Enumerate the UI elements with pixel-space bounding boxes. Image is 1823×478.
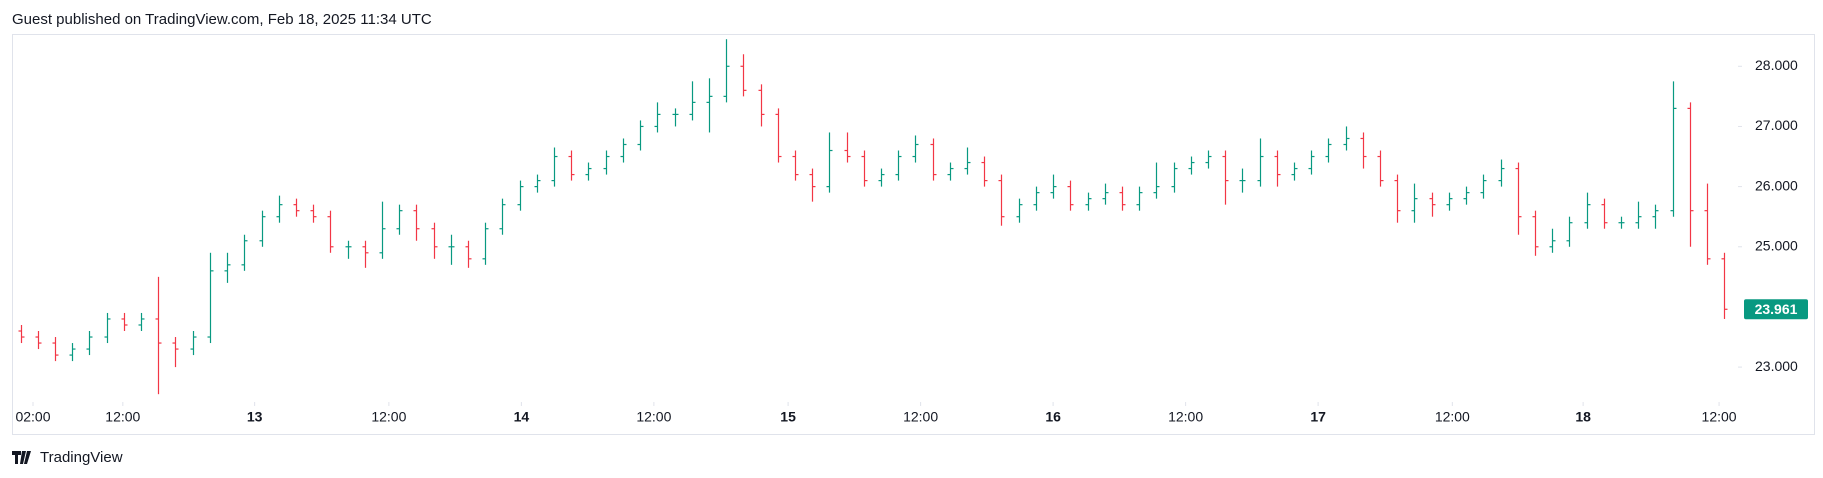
x-tick-label: 12:00 (1168, 409, 1203, 425)
y-tick-label: 26.000 (1755, 177, 1798, 193)
frame (12, 34, 1815, 435)
x-tick-label: 02:00 (15, 409, 50, 425)
x-tick-label: 15 (780, 409, 796, 425)
x-tick-label: 17 (1310, 409, 1326, 425)
x-tick-label: 12:00 (105, 409, 140, 425)
x-tick-label: 16 (1045, 409, 1061, 425)
x-tick-label: 12:00 (371, 409, 406, 425)
x-tick-label: 14 (514, 409, 530, 425)
footer: TradingView (40, 449, 123, 466)
y-tick-label: 28.000 (1755, 57, 1798, 73)
last-price-label: 23.961 (1755, 301, 1798, 317)
x-tick-label: 13 (247, 409, 263, 425)
x-tick-label: 12:00 (903, 409, 938, 425)
header: Guest published on TradingView.com, Feb … (12, 11, 432, 28)
x-tick-label: 12:00 (1435, 409, 1470, 425)
x-tick-label: 12:00 (1702, 409, 1737, 425)
y-tick-label: 25.000 (1755, 237, 1798, 253)
last-price-box (1744, 299, 1808, 320)
x-tick-label: 18 (1575, 409, 1591, 425)
logo (12, 451, 31, 464)
x-tick-label: 12:00 (636, 409, 671, 425)
y-tick-label: 23.000 (1755, 358, 1798, 374)
y-tick-label: 27.000 (1755, 117, 1798, 133)
